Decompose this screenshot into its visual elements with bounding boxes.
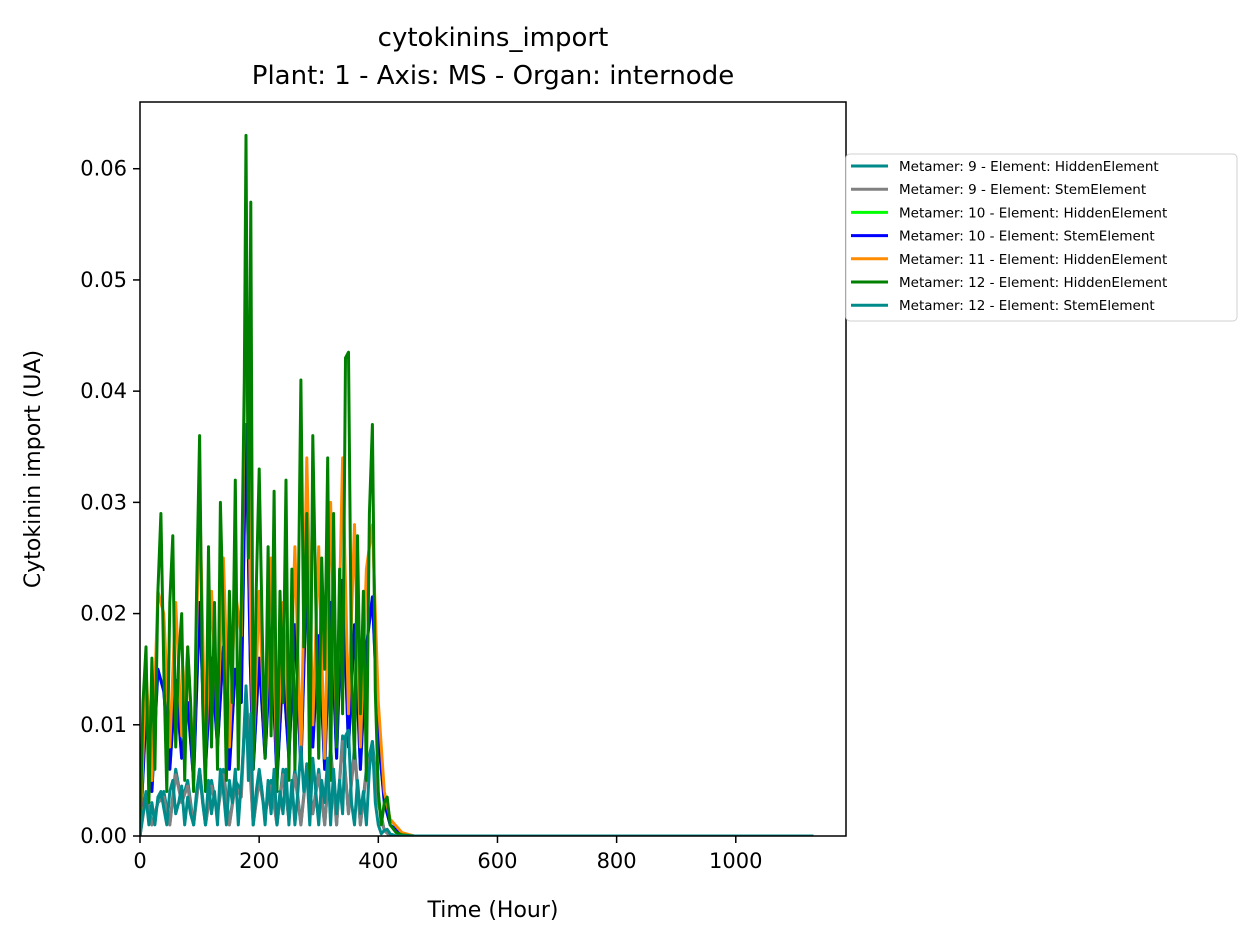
legend-label: Metamer: 12 - Element: HiddenElement	[899, 275, 1167, 291]
legend-item: Metamer: 10 - Element: HiddenElement	[851, 205, 1167, 221]
y-tick-label: 0.05	[80, 268, 127, 292]
x-tick-label: 800	[597, 849, 637, 873]
legend-item: Metamer: 9 - Element: StemElement	[851, 182, 1146, 198]
plot-frame	[139, 101, 847, 837]
legend-item: Metamer: 12 - Element: StemElement	[851, 298, 1155, 314]
legend-entries: Metamer: 9 - Element: HiddenElement Metam…	[851, 159, 1167, 314]
x-tick-label: 400	[358, 849, 398, 873]
y-tick-label: 0.02	[80, 602, 127, 626]
legend-item: Metamer: 12 - Element: HiddenElement	[851, 275, 1167, 291]
series-line-5	[140, 133, 814, 836]
x-tick-label: 0	[133, 849, 146, 873]
y-tick-label: 0.01	[80, 713, 127, 737]
chart-subtitle: Plant: 1 - Axis: MS - Organ: internode	[252, 61, 734, 91]
legend: Metamer: 9 - Element: HiddenElement Metam…	[845, 153, 1238, 322]
y-tick-label: 0.04	[80, 379, 127, 403]
legend-label: Metamer: 9 - Element: StemElement	[899, 182, 1146, 198]
x-axis-ticks: 0 200 400 600 800 1000	[133, 836, 763, 873]
legend-item: Metamer: 10 - Element: StemElement	[851, 229, 1155, 245]
series-layer	[140, 133, 814, 836]
y-tick-label: 0.06	[80, 157, 127, 181]
legend-label: Metamer: 10 - Element: HiddenElement	[899, 205, 1167, 221]
y-axis-label: Cytokinin import (UA)	[21, 350, 46, 588]
x-axis-label: Time (Hour)	[427, 898, 559, 923]
y-tick-label: 0.03	[80, 490, 127, 514]
legend-item: Metamer: 9 - Element: HiddenElement	[851, 159, 1159, 175]
chart-title: cytokinins_import	[378, 23, 609, 53]
series-line-6	[140, 689, 814, 836]
x-tick-label: 600	[477, 849, 517, 873]
x-tick-label: 200	[239, 849, 279, 873]
legend-label: Metamer: 11 - Element: HiddenElement	[899, 252, 1167, 268]
legend-item: Metamer: 11 - Element: HiddenElement	[851, 252, 1167, 268]
legend-frame	[845, 153, 1238, 322]
y-axis-ticks: 0.00 0.01 0.02 0.03 0.04 0.05 0.06	[80, 157, 140, 848]
legend-label: Metamer: 12 - Element: StemElement	[899, 298, 1155, 314]
plot-area	[140, 133, 814, 836]
x-tick-label: 1000	[709, 849, 762, 873]
legend-label: Metamer: 9 - Element: HiddenElement	[899, 159, 1159, 175]
legend-label: Metamer: 10 - Element: StemElement	[899, 229, 1155, 245]
y-tick-label: 0.00	[80, 824, 127, 848]
